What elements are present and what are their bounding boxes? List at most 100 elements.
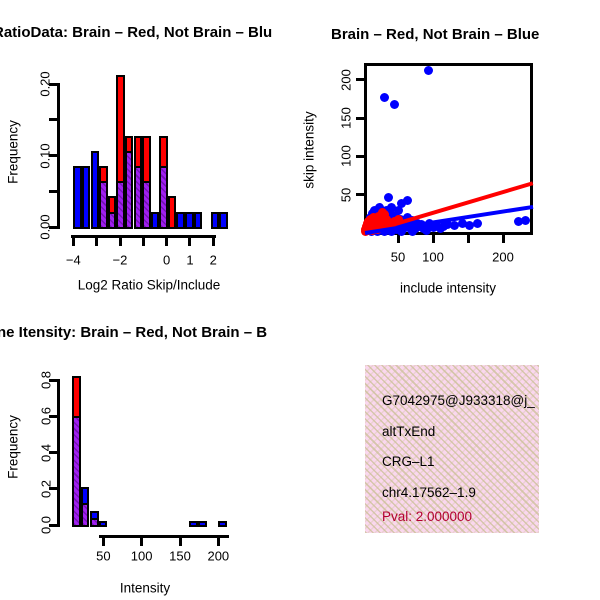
y-tick [356,78,364,82]
x-tick [188,238,192,246]
x-tick-label: 200 [492,249,514,265]
scatter-point-blue [402,196,412,206]
y-tick [49,523,57,527]
x-tick [71,238,75,246]
scatter-point-red [376,217,386,226]
x-tick-label: 50 [390,249,406,265]
info-event-type: altTxEnd [382,424,436,439]
scatter-point-blue [443,220,453,230]
scatter-ylabel: skip intensity [301,111,317,189]
y-tick-label: 0.4 [38,443,54,462]
scatter-point-blue [386,227,396,236]
hist-bar-blue [189,521,198,527]
y-tick [49,225,57,229]
y-axis-line [57,379,60,527]
x-tick-label: 0 [162,252,171,268]
x-tick [140,538,144,546]
y-tick-label: 0.6 [38,407,54,426]
hist-bar-blue [185,212,194,229]
x-tick [165,238,169,246]
scatter-point-blue [513,217,523,226]
hist-bar-red [167,196,177,229]
gene-hist-title: ne Itensity: Brain – Red, Not Brain – B [0,324,268,341]
y-tick [49,378,57,382]
y-tick-label: 0.10 [37,142,53,169]
y-tick [49,487,57,491]
x-tick [95,238,99,246]
hist-bar-blue [150,212,160,229]
scatter-point-blue [393,205,403,215]
y-tick-label: 0.8 [38,370,54,390]
scatter-point-red [393,214,403,224]
scatter-point-red [379,210,389,220]
scatter-frame [364,63,533,235]
info-pval: Pval: 2.000000 [382,509,473,524]
scatter-point-blue [472,218,482,228]
hist-bar-blue [98,521,108,527]
y-tick [356,154,364,158]
gene-hist-ylabel: Frequency [5,415,21,479]
hist-bar-overlap [142,181,151,229]
scatter-point-blue [407,227,417,236]
scatter-point-blue [390,99,399,109]
x-axis-line [71,235,216,238]
y-tick [49,451,57,454]
x-tick [501,235,505,243]
x-tick [466,235,470,243]
y-tick [49,189,57,193]
scatter-point-blue [450,220,460,230]
x-tick-label: 50 [96,548,111,564]
hist-bar-blue [73,166,82,229]
y-tick [49,118,57,122]
hist-bar-overlap [124,151,134,229]
x-tick [118,238,122,246]
x-tick-label: 100 [422,249,444,265]
hist-bar-overlap [116,181,125,229]
hist-bar-overlap [159,166,168,229]
y-tick-label: 200 [338,68,354,91]
scatter-title: Brain – Red, Not Brain – Blue [331,26,540,43]
y-tick-label: 0.2 [38,479,54,498]
scatter-point-blue [386,203,396,213]
ratio-hist-ylabel: Frequency [5,120,21,184]
x-tick-label: −4 [65,252,81,268]
y-tick-label: 0.20 [37,71,53,97]
info-box: G7042975@J933318@j_ altTxEnd CRG–L1 chr4… [365,365,539,533]
scatter-point-blue [383,193,393,203]
scatter-point-blue [397,199,406,209]
scatter-point-blue [379,92,389,102]
x-axis-line [99,535,229,538]
scatter-point-blue [520,216,530,226]
scatter-point-blue [457,219,467,229]
hist-bar-blue [210,212,220,229]
y-tick [356,116,364,120]
hist-bar-overlap [133,166,143,229]
ratio-hist-xlabel: Log2 Ratio Skip/Include [77,277,221,293]
scatter-point-blue [397,227,406,236]
x-tick [141,238,145,246]
x-tick-label: 2 [209,252,217,268]
info-locus: chr4.17562–1.9 [382,485,476,500]
hist-bar-blue [197,521,207,527]
y-tick [356,193,364,197]
x-tick [431,235,435,243]
x-tick-label: 100 [130,548,153,564]
hist-bar-blue [81,166,91,229]
scatter-point-blue [385,209,395,219]
scatter-point-blue [464,220,474,230]
hist-bar-blue [176,212,185,229]
y-tick [49,154,57,157]
x-tick-label: 200 [207,548,230,564]
y-tick-label: 100 [338,145,354,168]
hist-bar-overlap [89,517,99,528]
info-probe-id: G7042975@J933318@j_ [382,393,535,408]
hist-bar-overlap [71,416,82,528]
x-tick-label: 1 [186,252,194,268]
y-tick-label: 150 [338,107,354,129]
hist-bar-blue [219,212,228,229]
x-tick-label: −2 [112,252,128,268]
scatter-point-blue [423,66,433,75]
ratio-hist-title: RatioData: Brain – Red, Not Brain – Blu [0,24,273,41]
scatter-point-red [373,211,383,221]
info-gene-name: CRG–L1 [382,454,435,469]
